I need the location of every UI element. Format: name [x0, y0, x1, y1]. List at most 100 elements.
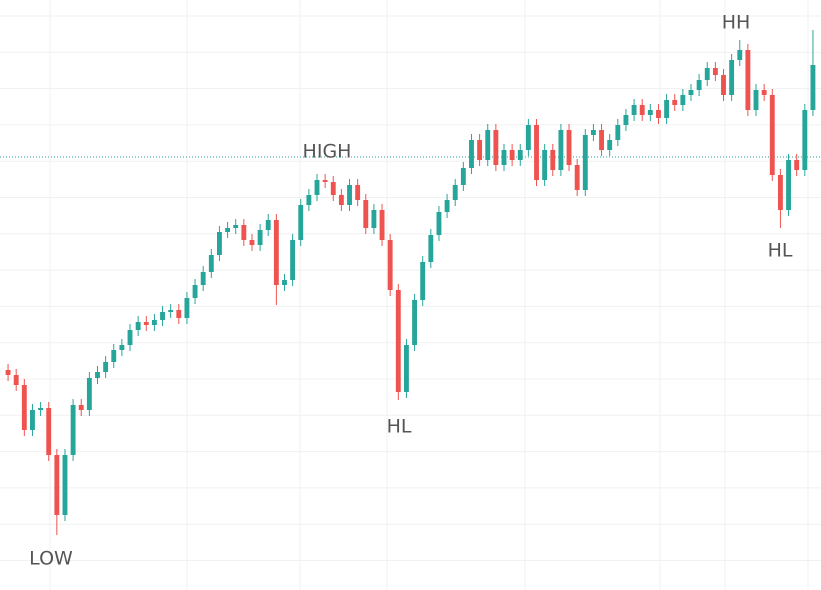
candle-body — [322, 180, 328, 182]
candle-body — [566, 130, 572, 165]
candle-body — [534, 125, 539, 180]
candle-body — [379, 210, 385, 240]
candle-body — [802, 110, 808, 170]
candle-body — [688, 90, 694, 95]
candle-body — [599, 130, 604, 150]
candle-body — [330, 182, 336, 195]
candle-body — [241, 225, 247, 240]
candle-body — [62, 455, 68, 515]
candle-body — [290, 240, 296, 280]
annotation: LOW — [29, 548, 73, 570]
candle-body — [103, 362, 109, 372]
candle-body — [38, 408, 44, 410]
candle-body — [363, 200, 369, 228]
candle-body — [794, 160, 800, 170]
candle-body — [469, 140, 474, 168]
annotation: HIGH — [303, 141, 352, 163]
candle-body — [225, 228, 231, 232]
candle-body — [680, 95, 686, 105]
candle-body — [21, 385, 27, 430]
candle-body — [306, 195, 312, 205]
candle-body — [143, 322, 149, 325]
candle-body — [13, 375, 19, 385]
candle-body — [623, 115, 629, 125]
candles — [5, 30, 816, 535]
candle-body — [200, 272, 206, 285]
candle-body — [273, 220, 279, 285]
candle-body — [78, 405, 84, 410]
candle-body — [647, 110, 653, 115]
candle-body — [151, 320, 157, 325]
candle-body — [452, 185, 458, 200]
candle-body — [721, 75, 726, 95]
candle-body — [615, 125, 621, 140]
candle-body — [607, 140, 613, 150]
candle-body — [192, 285, 198, 298]
candle-body — [395, 290, 401, 392]
annotation: HL — [768, 240, 793, 262]
candle-body — [550, 150, 556, 170]
candle-body — [127, 330, 133, 345]
candle-body — [436, 212, 442, 235]
candle-body — [590, 130, 596, 135]
candle-body — [54, 455, 60, 515]
candle-body — [208, 255, 214, 272]
candle-body — [217, 232, 222, 255]
candle-body — [168, 310, 174, 312]
candle-body — [95, 372, 100, 378]
candle-body — [542, 150, 548, 180]
candle-body — [46, 408, 52, 455]
candle-body — [769, 95, 775, 175]
candle-body — [664, 100, 670, 118]
candle-body — [631, 105, 637, 115]
candle-body — [265, 220, 271, 230]
candle-body — [582, 135, 588, 190]
candle-body — [477, 140, 483, 160]
candle-body — [656, 110, 661, 118]
candle-body — [249, 240, 255, 245]
annotation: HH — [722, 12, 751, 34]
candle-body — [420, 262, 426, 300]
candle-body — [737, 50, 743, 60]
candle-body — [729, 60, 735, 95]
candle-body — [460, 168, 466, 185]
candle-body — [525, 125, 531, 150]
candle-body — [753, 90, 759, 110]
candle-body — [403, 345, 409, 392]
candle-body — [338, 195, 344, 205]
candle-body — [233, 225, 239, 228]
candle-body — [119, 345, 125, 350]
candle-body — [704, 68, 710, 80]
candle-body — [761, 90, 767, 95]
candle-body — [347, 185, 352, 205]
annotation: HL — [387, 416, 412, 438]
candle-body — [412, 300, 418, 345]
candle-body — [355, 185, 361, 200]
candle-body — [5, 370, 11, 375]
candle-body — [786, 160, 791, 210]
candle-body — [371, 210, 377, 228]
candle-body — [298, 205, 304, 240]
candle-body — [86, 378, 92, 410]
candle-body — [160, 312, 165, 320]
candle-body — [501, 150, 507, 165]
candle-body — [257, 230, 263, 245]
candle-body — [314, 180, 320, 195]
candle-body — [810, 65, 816, 110]
candle-body — [387, 240, 393, 290]
candle-body — [444, 200, 450, 212]
candle-body — [696, 80, 702, 90]
candle-body — [558, 130, 564, 170]
candle-body — [574, 165, 580, 190]
candle-body — [712, 68, 718, 75]
candle-body — [509, 150, 515, 160]
candle-body — [428, 235, 434, 262]
candle-body — [176, 310, 182, 318]
candle-body — [517, 150, 523, 160]
candle-body — [485, 130, 491, 160]
candle-body — [493, 130, 499, 165]
candle-body — [745, 50, 751, 110]
candle-body — [70, 405, 76, 455]
candle-body — [777, 175, 783, 210]
